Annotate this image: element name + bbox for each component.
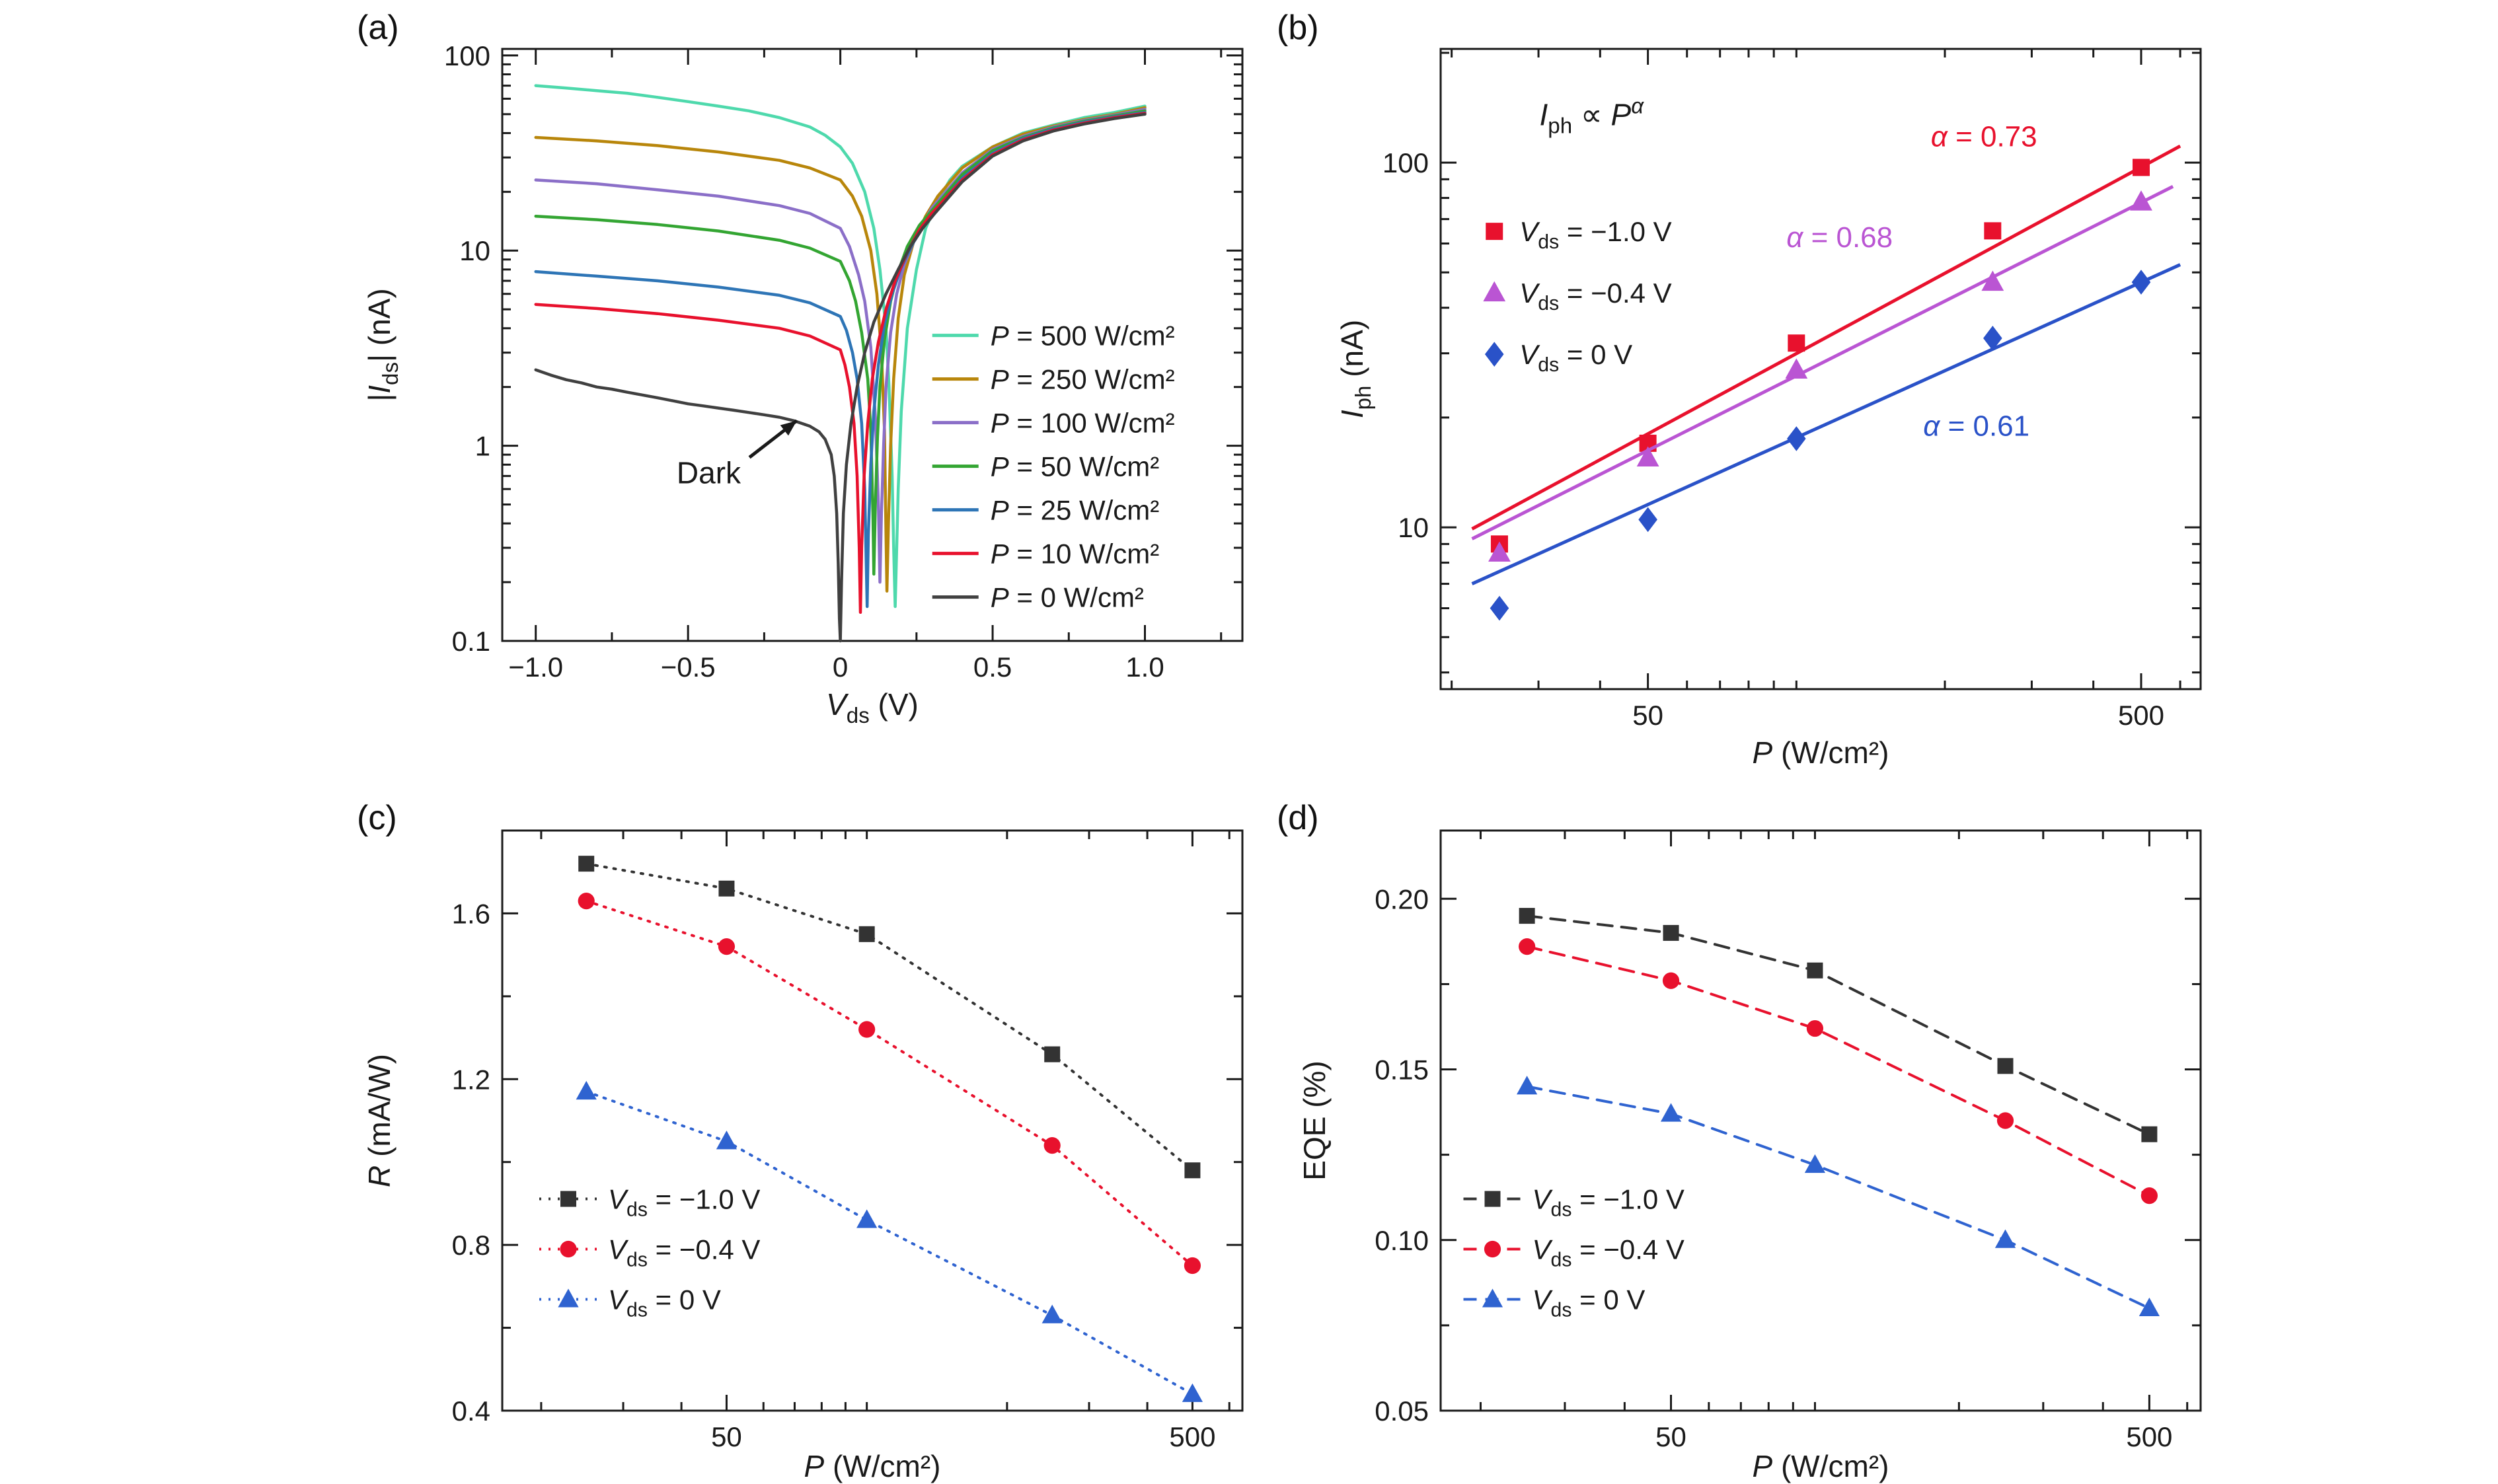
svg-text:50: 50 <box>1655 1421 1686 1452</box>
svg-text:500: 500 <box>2118 700 2164 731</box>
svg-text:0.5: 0.5 <box>973 651 1012 683</box>
svg-text:P (W/cm²): P (W/cm²) <box>1753 1449 1889 1483</box>
svg-text:100: 100 <box>444 40 490 71</box>
svg-text:1.0: 1.0 <box>1125 651 1164 683</box>
svg-text:EQE (%): EQE (%) <box>1297 1060 1332 1180</box>
panel-b-chart: 50 500 10 100 Vds = −1.0 V Vds = −0.4 V Vds = … <box>1335 48 2202 770</box>
svg-text:P = 0 W/cm²: P = 0 W/cm² <box>991 582 1144 613</box>
svg-text:P = 25 W/cm²: P = 25 W/cm² <box>991 495 1160 526</box>
svg-text:P = 10 W/cm²: P = 10 W/cm² <box>991 538 1160 570</box>
svg-text:−1.0: −1.0 <box>508 651 563 683</box>
panel-a-chart: −1.0 −0.5 0 0.5 1.0 0.1 1 10 100 P = 500 W/cm² P =… <box>362 40 1244 728</box>
svg-text:|Ids| (nA): |Ids| (nA) <box>362 288 403 401</box>
svg-text:α = 0.73: α = 0.73 <box>1931 121 2037 153</box>
svg-text:P = 250 W/cm²: P = 250 W/cm² <box>991 364 1175 395</box>
svg-text:P (W/cm²): P (W/cm²) <box>804 1449 941 1483</box>
svg-text:100: 100 <box>1382 147 1429 178</box>
svg-text:P = 500 W/cm²: P = 500 W/cm² <box>991 320 1175 352</box>
svg-text:P = 100 W/cm²: P = 100 W/cm² <box>991 408 1175 439</box>
svg-text:Vds = −0.4 V: Vds = −0.4 V <box>608 1234 760 1271</box>
panel-c-label: (c) <box>357 799 397 837</box>
svg-text:R (mA/W): R (mA/W) <box>362 1054 397 1187</box>
svg-text:50: 50 <box>711 1421 742 1452</box>
svg-text:Vds (V): Vds (V) <box>826 687 919 728</box>
svg-text:500: 500 <box>2126 1421 2172 1452</box>
panel-b-label: (b) <box>1277 9 1319 47</box>
svg-text:Iph ∝ Pα: Iph ∝ Pα <box>1540 94 1645 138</box>
svg-text:Vds = −1.0 V: Vds = −1.0 V <box>1533 1184 1684 1221</box>
svg-text:α = 0.61: α = 0.61 <box>1923 410 2029 443</box>
svg-text:Dark: Dark <box>677 455 741 490</box>
panel-d-label: (d) <box>1277 799 1319 837</box>
svg-text:10: 10 <box>1398 512 1429 543</box>
svg-text:Vds = −1.0 V: Vds = −1.0 V <box>1519 216 1671 253</box>
svg-text:P = 50 W/cm²: P = 50 W/cm² <box>991 451 1160 482</box>
svg-text:0: 0 <box>833 651 848 683</box>
svg-text:Iph (nA): Iph (nA) <box>1335 320 1376 418</box>
panel-c-chart: 50 500 0.4 0.8 1.2 1.6 Vds = −1.0 V Vds = −0.4 … <box>362 829 1244 1483</box>
svg-text:1: 1 <box>475 431 490 462</box>
svg-text:Vds = −0.4 V: Vds = −0.4 V <box>1519 278 1671 315</box>
svg-text:Vds = 0 V: Vds = 0 V <box>1533 1284 1646 1321</box>
svg-text:0.10: 0.10 <box>1375 1225 1429 1256</box>
svg-text:0.8: 0.8 <box>452 1230 490 1261</box>
svg-text:Vds = 0 V: Vds = 0 V <box>608 1284 721 1321</box>
svg-text:500: 500 <box>1169 1421 1215 1452</box>
svg-text:α = 0.68: α = 0.68 <box>1786 221 1893 254</box>
svg-text:0.15: 0.15 <box>1375 1055 1429 1086</box>
svg-text:0.4: 0.4 <box>452 1395 490 1427</box>
svg-text:1.2: 1.2 <box>452 1064 490 1095</box>
svg-text:Vds = 0 V: Vds = 0 V <box>1519 339 1632 376</box>
svg-text:0.05: 0.05 <box>1375 1395 1429 1427</box>
svg-text:Vds = −1.0 V: Vds = −1.0 V <box>608 1184 760 1221</box>
panel-d-chart: 50 500 0.05 0.10 0.15 0.20 Vds = −1.0 V Vds = −… <box>1297 829 2202 1483</box>
svg-text:50: 50 <box>1632 700 1663 731</box>
svg-text:P (W/cm²): P (W/cm²) <box>1753 735 1889 770</box>
panel-a-label: (a) <box>357 9 399 47</box>
svg-text:−0.5: −0.5 <box>661 651 716 683</box>
svg-text:Vds = −0.4 V: Vds = −0.4 V <box>1533 1234 1684 1271</box>
svg-text:0.20: 0.20 <box>1375 883 1429 914</box>
svg-text:1.6: 1.6 <box>452 898 490 929</box>
svg-text:10: 10 <box>459 235 490 266</box>
svg-text:0.1: 0.1 <box>452 626 490 657</box>
